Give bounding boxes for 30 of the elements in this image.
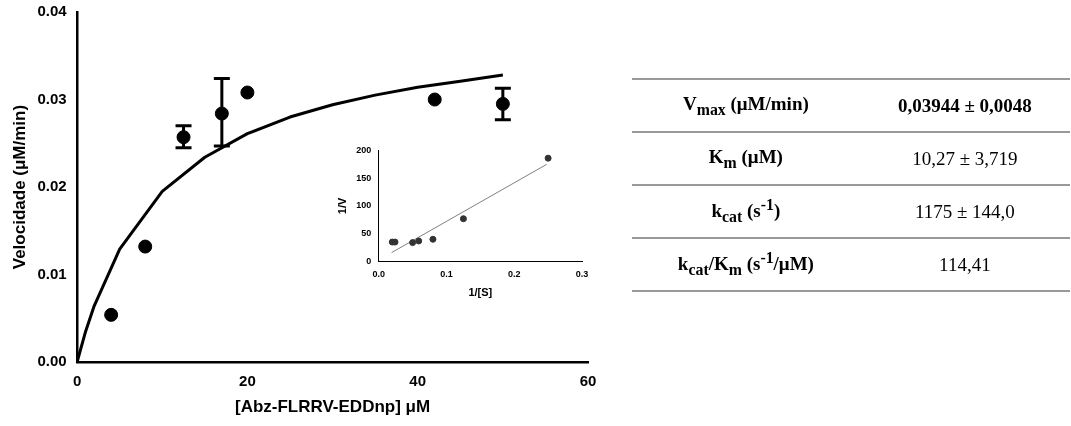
y-tick-label: 0.00 — [37, 352, 67, 370]
y-axis-title: Velocidade (μM/min) — [9, 104, 29, 270]
x-axis-title: [Abz-FLRRV-EDDnp] μM — [234, 397, 431, 417]
x-tick-label: 60 — [579, 371, 597, 389]
x-tick-label: 0.2 — [507, 268, 521, 279]
y-tick-label: 0.01 — [37, 264, 67, 282]
x-tick-label: 0.1 — [440, 268, 453, 279]
text: 1175 ± 144,0 — [859, 185, 1070, 238]
x-tick-label: 0.3 — [575, 268, 589, 279]
text: k$_{cat}$ (s$^{-1}$) — [632, 185, 860, 238]
x-tick-label: 40 — [409, 371, 427, 389]
y-tick-label: 100 — [356, 200, 372, 211]
text: k$_{cat}$/K$_{m}$ (s$^{-1}$/μM) — [632, 238, 860, 291]
y-tick-label: 0.02 — [37, 177, 67, 195]
x-tick-label: 0.0 — [372, 268, 385, 279]
x-axis-title: 1/[S] — [468, 286, 493, 299]
x-tick-label: 0 — [72, 371, 82, 389]
text: K$_{m}$ (μM) — [632, 132, 860, 185]
text: V$_{max}$ (μM/min) — [632, 79, 860, 132]
text: 10,27 ± 3,719 — [859, 132, 1070, 185]
text: 0,03944 ± 0,0048 — [859, 79, 1070, 132]
y-tick-label: 150 — [356, 172, 372, 183]
y-tick-label: 0.04 — [37, 2, 68, 20]
y-tick-label: 50 — [361, 228, 372, 239]
text: 114,41 — [859, 238, 1070, 291]
y-axis-title: 1/V — [335, 197, 348, 215]
y-tick-label: 0.03 — [37, 89, 67, 107]
y-tick-label: 200 — [356, 144, 372, 155]
x-tick-label: 20 — [239, 371, 256, 389]
y-tick-label: 0 — [366, 255, 372, 266]
